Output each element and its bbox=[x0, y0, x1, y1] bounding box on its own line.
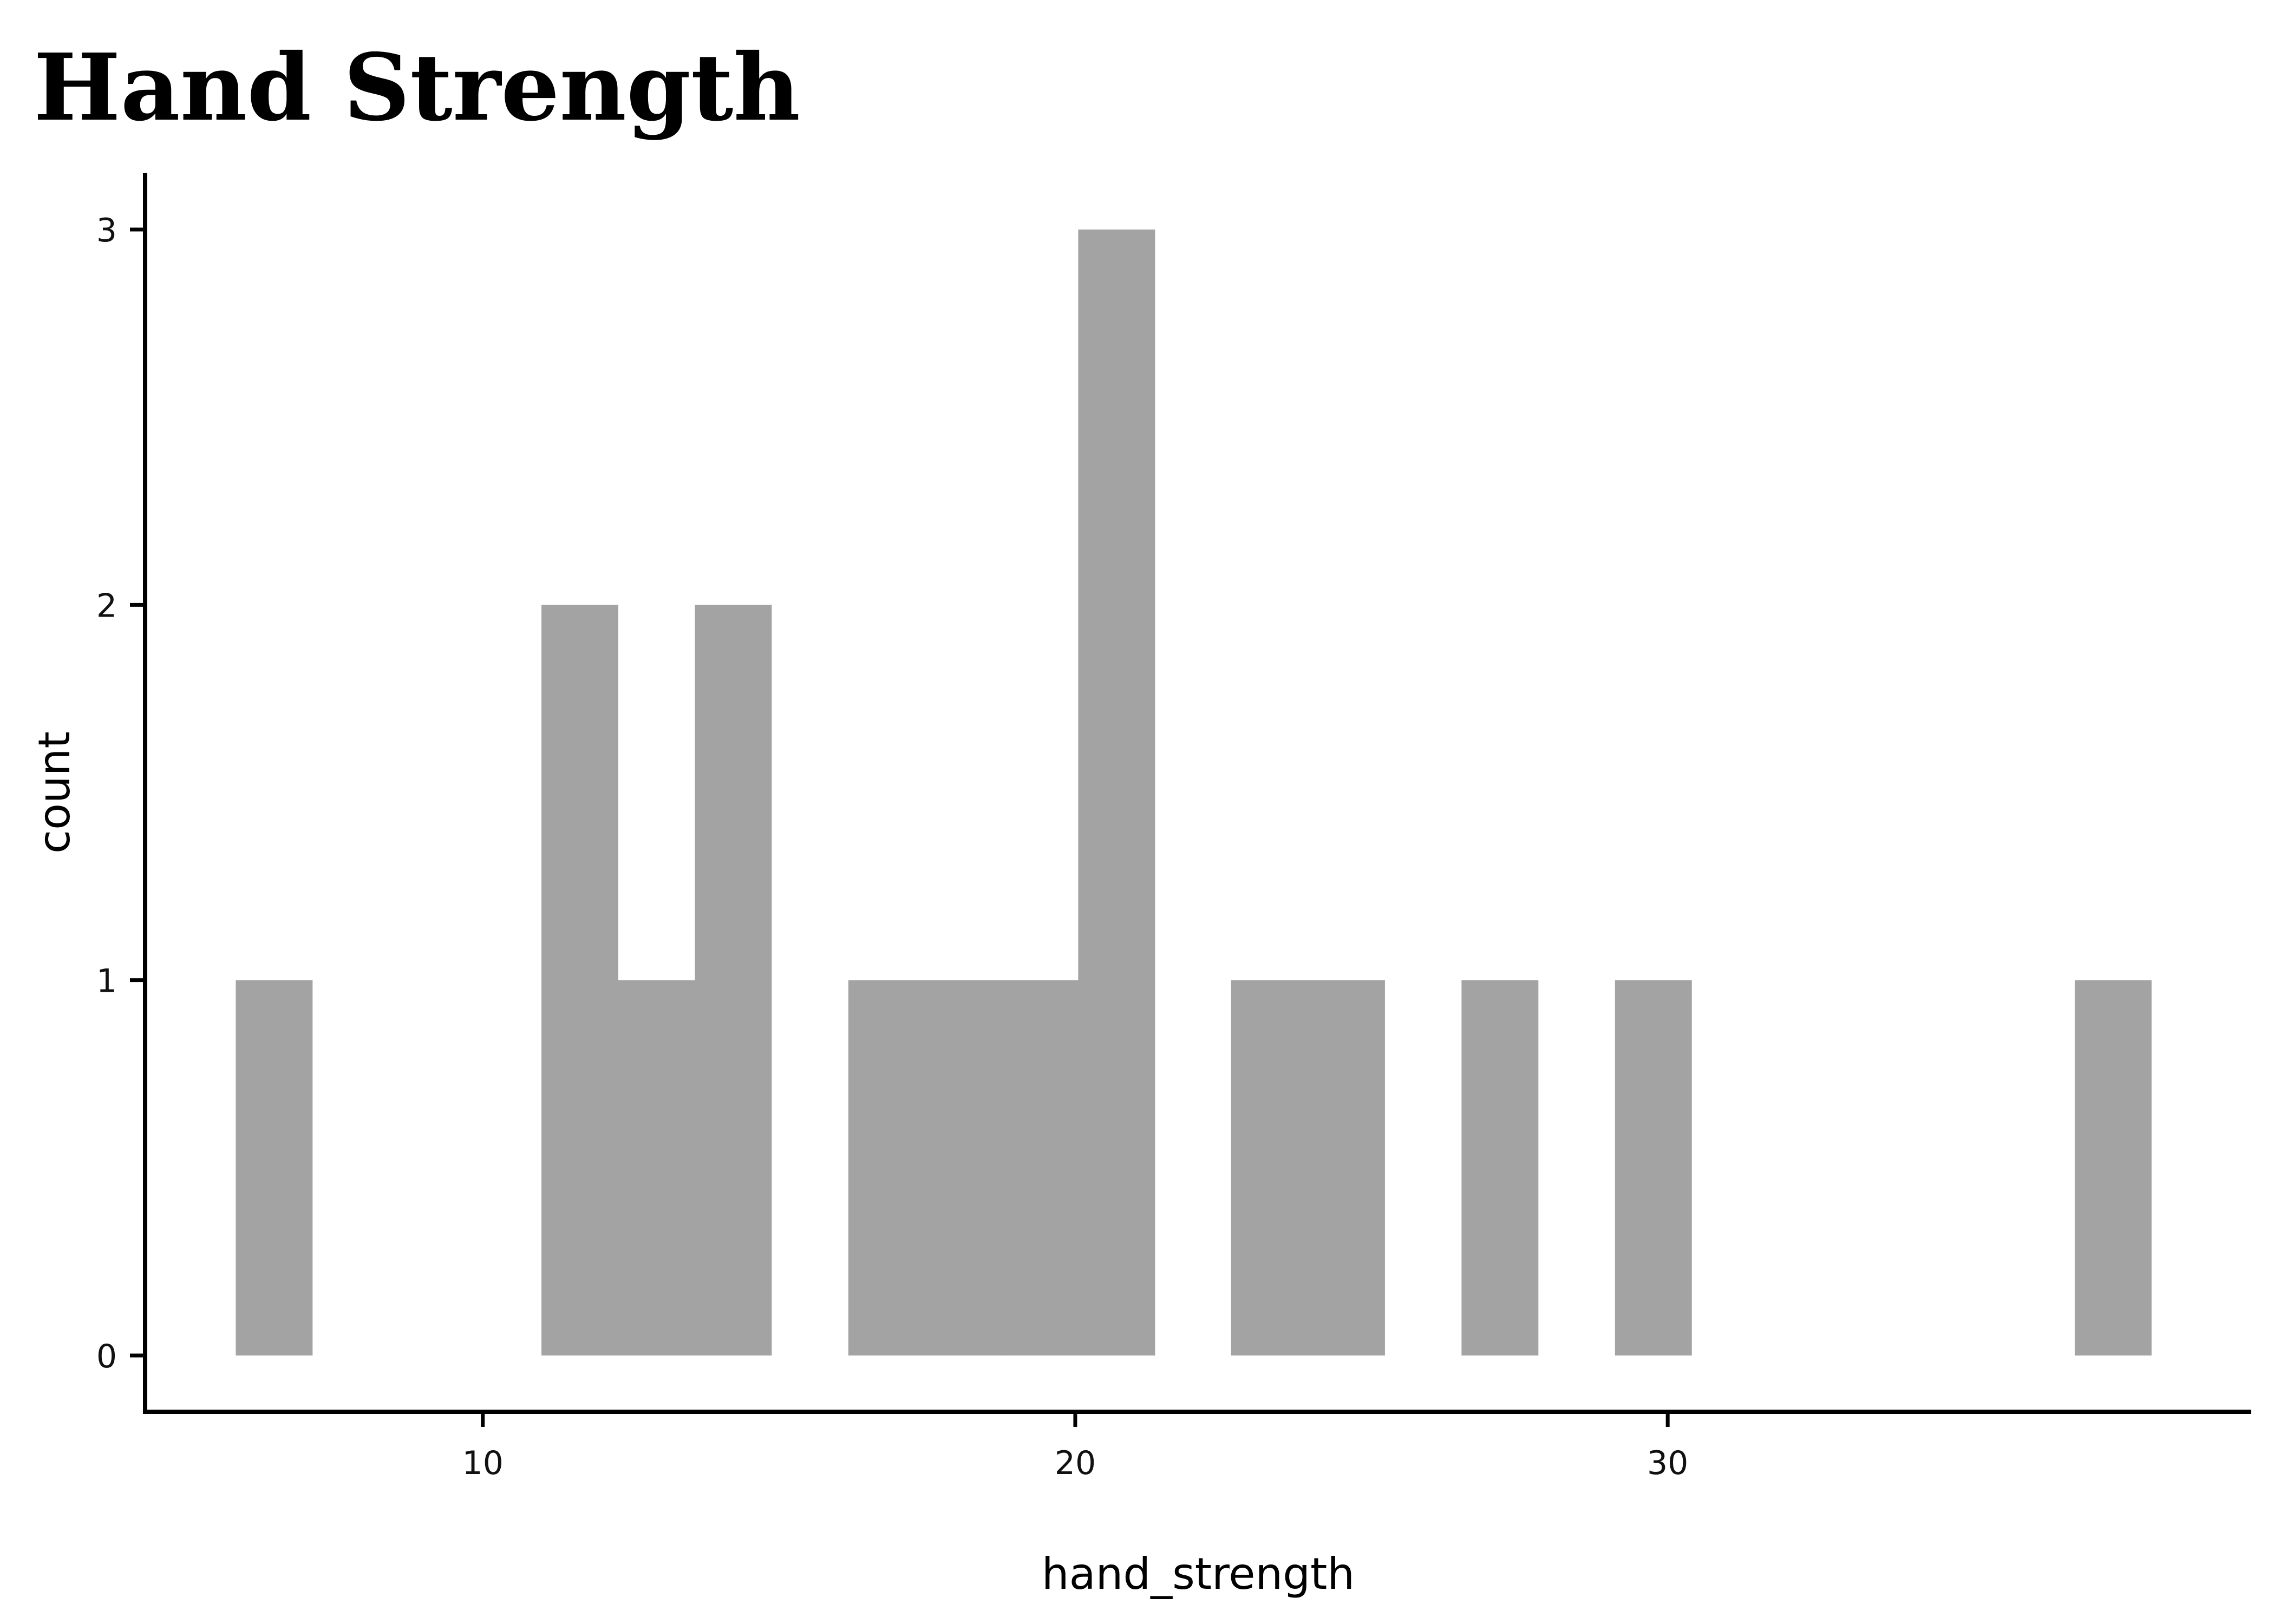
histogram-bar-9 bbox=[1308, 980, 1385, 1355]
histogram-bar-4 bbox=[848, 980, 925, 1355]
histogram-bar-0 bbox=[236, 980, 313, 1355]
y-tick-label-2: 2 bbox=[96, 587, 117, 625]
bars-group bbox=[236, 230, 2152, 1355]
histogram-bar-5 bbox=[925, 980, 1002, 1355]
histogram-bar-6 bbox=[1001, 980, 1079, 1355]
y-tick-label-1: 1 bbox=[96, 962, 117, 1000]
histogram-bar-12 bbox=[2074, 980, 2152, 1355]
x-tick-label-30: 30 bbox=[1647, 1444, 1688, 1482]
histogram-bar-7 bbox=[1078, 230, 1155, 1355]
x-tick-label-20: 20 bbox=[1055, 1444, 1096, 1482]
y-tick-label-3: 3 bbox=[96, 212, 117, 250]
histogram-bar-10 bbox=[1461, 980, 1539, 1355]
histogram-bar-8 bbox=[1231, 980, 1309, 1355]
histogram-bar-1 bbox=[541, 605, 618, 1355]
chart-title: Hand Strength bbox=[34, 34, 801, 142]
y-tick-label-0: 0 bbox=[96, 1338, 117, 1376]
x-tick-label-10: 10 bbox=[462, 1444, 504, 1482]
y-axis-label: count bbox=[29, 731, 80, 854]
histogram-bar-11 bbox=[1615, 980, 1692, 1355]
x-axis-label: hand_strength bbox=[1042, 1549, 1355, 1599]
histogram-bar-3 bbox=[695, 605, 772, 1355]
x-axis-ticks: 10 20 30 bbox=[462, 1412, 1688, 1482]
histogram-bar-2 bbox=[618, 980, 696, 1355]
y-axis-ticks: 0 1 2 3 bbox=[96, 212, 145, 1376]
